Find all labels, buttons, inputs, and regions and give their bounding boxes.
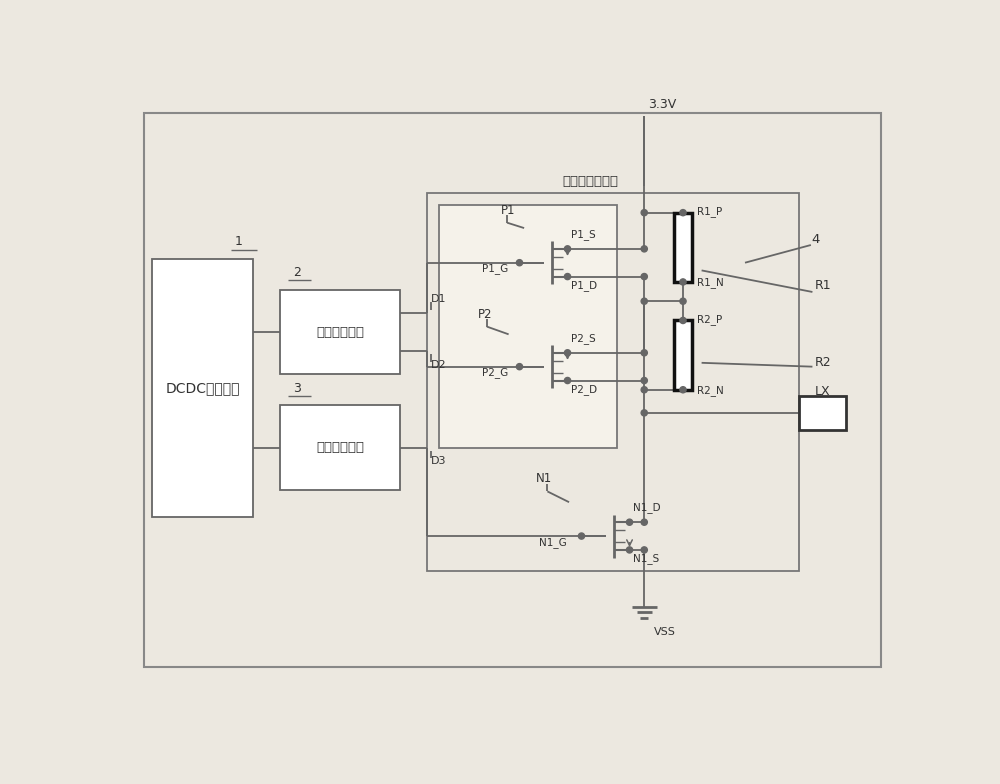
- Bar: [427, 194, 799, 571]
- Text: 4: 4: [811, 233, 819, 246]
- Text: VSS: VSS: [654, 627, 675, 637]
- Text: P2_S: P2_S: [571, 332, 595, 343]
- Circle shape: [641, 209, 647, 216]
- Text: 延时驱动电路: 延时驱动电路: [316, 325, 364, 339]
- Text: R2: R2: [815, 356, 831, 369]
- Text: P1: P1: [501, 204, 515, 217]
- Text: N1: N1: [536, 472, 552, 485]
- Text: 功率管串联电路: 功率管串联电路: [562, 175, 618, 187]
- Text: D2: D2: [431, 360, 447, 370]
- Text: P2_G: P2_G: [482, 368, 509, 378]
- Circle shape: [564, 274, 571, 280]
- Circle shape: [626, 547, 633, 553]
- Bar: [439, 205, 617, 448]
- Circle shape: [564, 350, 571, 356]
- Circle shape: [641, 274, 647, 280]
- Text: 降压驱动电路: 降压驱动电路: [316, 441, 364, 454]
- Circle shape: [641, 298, 647, 304]
- Circle shape: [641, 350, 647, 356]
- Text: R1_P: R1_P: [697, 206, 722, 217]
- Circle shape: [641, 410, 647, 416]
- Text: N1_S: N1_S: [633, 553, 659, 564]
- Circle shape: [578, 533, 585, 539]
- Text: R2_N: R2_N: [697, 385, 724, 396]
- Bar: [674, 212, 692, 282]
- Text: P1_S: P1_S: [571, 229, 595, 240]
- Circle shape: [516, 364, 523, 370]
- Text: P1_D: P1_D: [571, 280, 597, 291]
- Text: DCDC控制电路: DCDC控制电路: [165, 381, 240, 395]
- Bar: [674, 321, 692, 390]
- Text: N1_G: N1_G: [539, 537, 567, 548]
- Bar: [152, 259, 253, 517]
- Circle shape: [564, 245, 571, 252]
- Text: P1_G: P1_G: [482, 263, 509, 274]
- Bar: [799, 396, 846, 430]
- Text: P2_D: P2_D: [571, 383, 597, 394]
- Text: 3: 3: [293, 382, 301, 394]
- Text: D3: D3: [431, 456, 447, 466]
- Text: D1: D1: [431, 294, 447, 304]
- Circle shape: [680, 318, 686, 324]
- Circle shape: [626, 519, 633, 525]
- Circle shape: [516, 260, 523, 266]
- Circle shape: [680, 387, 686, 393]
- Text: R1: R1: [815, 279, 831, 292]
- Bar: [280, 289, 400, 375]
- Text: N1_D: N1_D: [633, 502, 660, 513]
- Circle shape: [641, 377, 647, 383]
- Circle shape: [680, 209, 686, 216]
- Circle shape: [641, 547, 647, 553]
- Text: 3.3V: 3.3V: [648, 98, 676, 111]
- Circle shape: [680, 298, 686, 304]
- Circle shape: [641, 387, 647, 393]
- Text: LX: LX: [815, 385, 830, 397]
- Text: 2: 2: [293, 267, 301, 279]
- Circle shape: [641, 519, 647, 525]
- Circle shape: [564, 377, 571, 383]
- Text: 1: 1: [235, 235, 243, 249]
- Circle shape: [641, 245, 647, 252]
- Text: R2_P: R2_P: [697, 314, 722, 325]
- Text: R1_N: R1_N: [697, 278, 724, 289]
- Bar: [280, 405, 400, 490]
- Text: P2: P2: [478, 308, 492, 321]
- Circle shape: [680, 279, 686, 285]
